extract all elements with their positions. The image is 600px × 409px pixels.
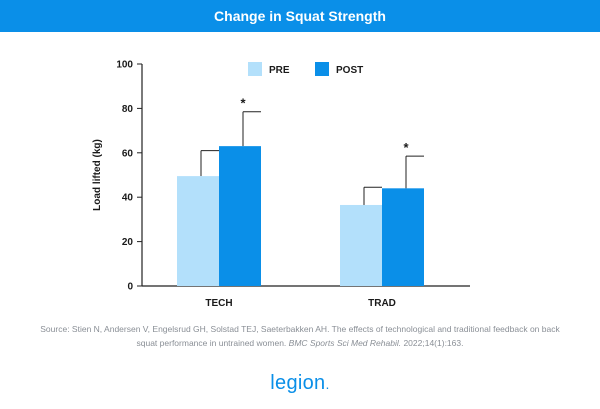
- x-tick-label: TRAD: [368, 298, 396, 309]
- x-tick-label: TECH: [205, 298, 232, 309]
- source-citation: Source: Stien N, Andersen V, Engelsrud G…: [40, 322, 560, 350]
- chart-title-bar: Change in Squat Strength: [0, 0, 600, 32]
- y-tick-label: 40: [122, 193, 134, 204]
- bar-pre-trad: [340, 204, 382, 286]
- source-year: 2022;14(1):163.: [401, 338, 464, 348]
- y-tick-label: 80: [122, 104, 134, 115]
- significance-marker: *: [403, 140, 409, 155]
- bar-post-tech: [219, 146, 261, 286]
- page-title: Change in Squat Strength: [214, 8, 386, 24]
- logo-dot: .: [325, 376, 330, 392]
- source-journal: BMC Sports Sci Med Rehabil.: [288, 338, 402, 348]
- legend-swatch-post: [315, 62, 329, 76]
- source-text: Source: Stien N, Andersen V, Engelsrud G…: [40, 324, 560, 348]
- y-axis-label: Load lifted (kg): [92, 139, 103, 211]
- bar-pre-tech: [177, 176, 219, 286]
- logo-text: legion: [270, 372, 326, 394]
- significance-marker: *: [240, 96, 246, 111]
- y-tick-label: 20: [122, 237, 134, 248]
- legend-swatch-pre: [248, 62, 262, 76]
- y-tick-label: 60: [122, 148, 134, 159]
- legend-label-pre: PRE: [269, 65, 290, 76]
- legend-label-post: POST: [336, 65, 363, 76]
- y-tick-label: 0: [127, 282, 133, 293]
- legion-logo: legion.: [0, 372, 600, 395]
- bar-post-trad: [382, 188, 424, 286]
- y-tick-label: 100: [116, 60, 133, 71]
- bar-chart: 0 20 40 60 80 100 Load lifted (kg) * TECH * TRAD PR…: [92, 60, 470, 309]
